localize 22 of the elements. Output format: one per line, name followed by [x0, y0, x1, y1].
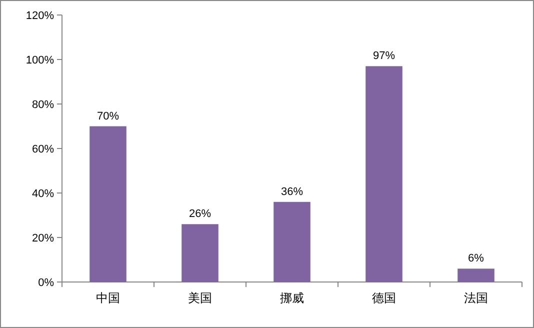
data-label: 36%: [280, 186, 304, 198]
bar: [366, 66, 402, 282]
data-label: 26%: [188, 208, 212, 220]
data-label: 70%: [96, 110, 120, 122]
bar: [274, 202, 310, 282]
y-tick-label: 100%: [26, 54, 54, 66]
x-tick-label: 挪威: [280, 291, 304, 305]
y-tick-label: 60%: [32, 144, 54, 156]
y-tick-label: 80%: [32, 99, 54, 111]
y-tick-label: 0%: [38, 277, 54, 289]
x-tick-label: 法国: [464, 291, 488, 305]
y-tick-label: 40%: [32, 188, 54, 200]
x-tick-label: 美国: [188, 291, 212, 305]
x-tick-label: 中国: [96, 291, 120, 305]
data-label: 97%: [372, 50, 396, 62]
bar: [458, 268, 494, 282]
y-tick-label: 120%: [26, 10, 54, 22]
bar: [182, 224, 218, 282]
data-label: 6%: [468, 252, 484, 265]
bar: [90, 126, 126, 282]
x-tick-label: 德国: [372, 291, 396, 305]
y-tick-label: 20%: [32, 232, 54, 244]
